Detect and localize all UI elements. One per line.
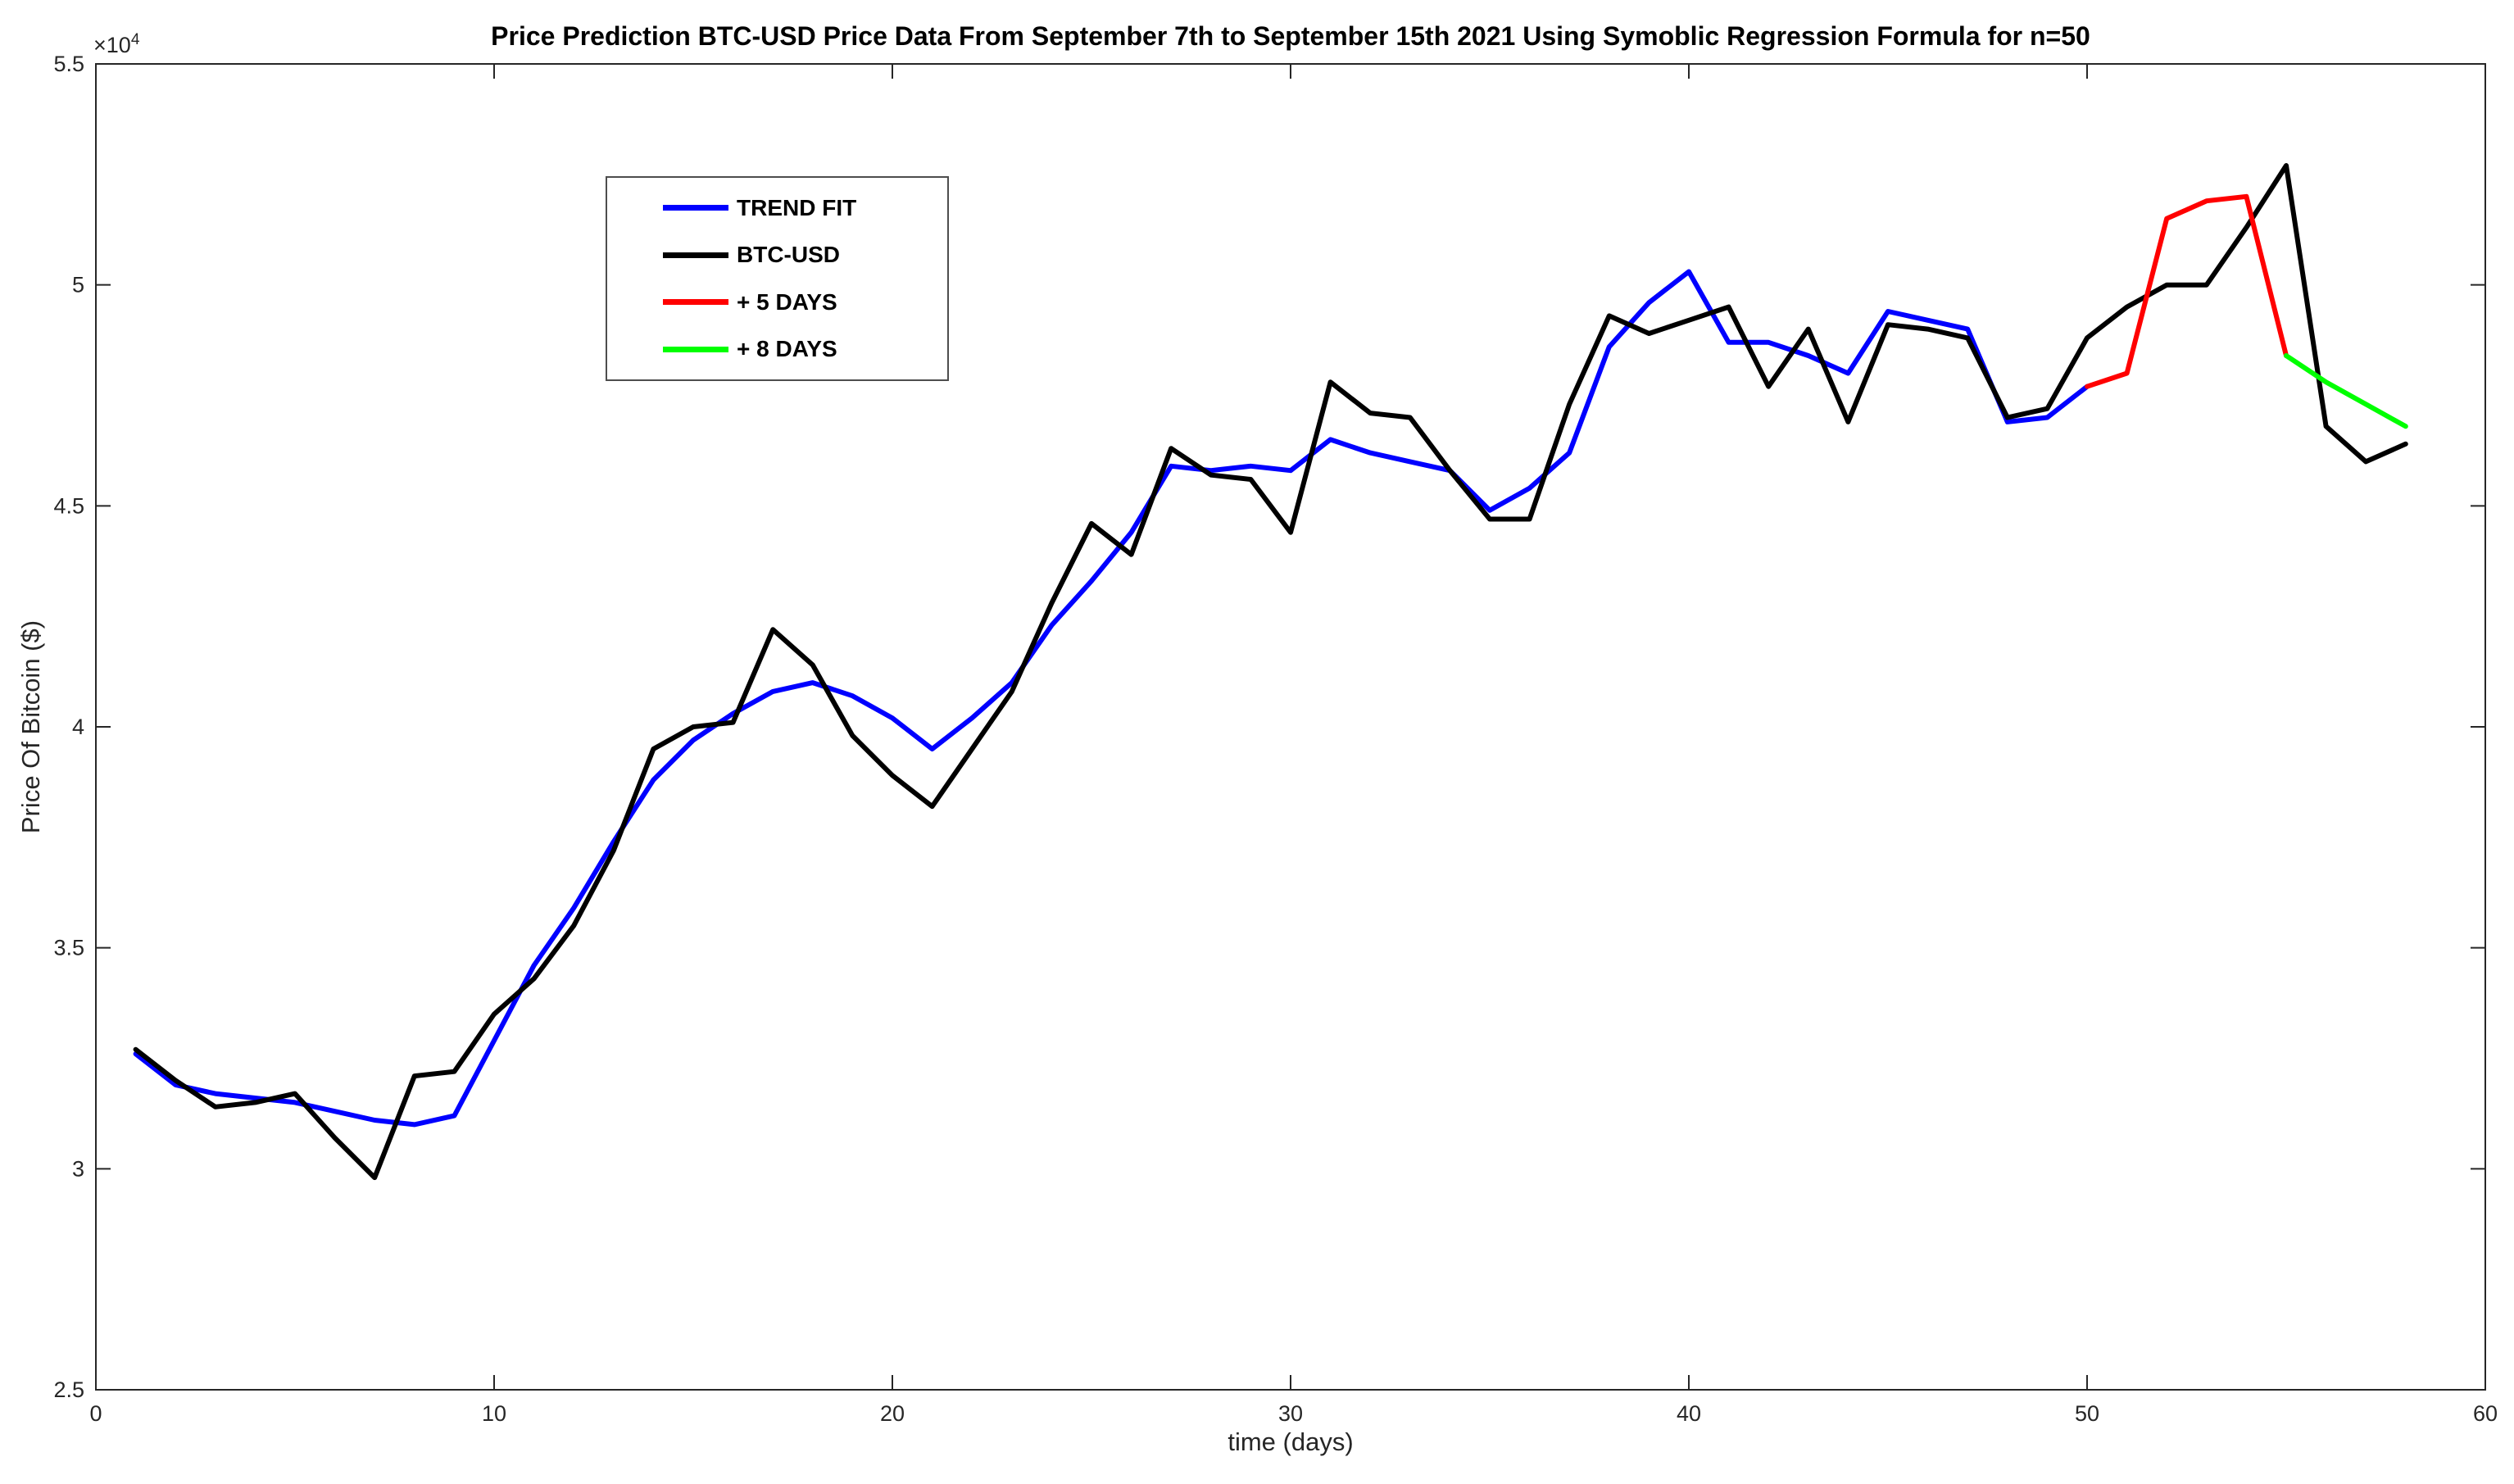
y-tick-label: 5.5 xyxy=(53,52,84,76)
legend-line-swatch xyxy=(663,346,728,352)
x-tick-label: 0 xyxy=(89,1401,102,1426)
x-tick-label: 10 xyxy=(482,1401,506,1426)
x-tick-label: 50 xyxy=(2075,1401,2099,1426)
chart-title: Price Prediction BTC-USD Price Data From… xyxy=(491,21,2090,51)
series-line-5-days xyxy=(2085,193,2289,389)
series-line-8-days xyxy=(2284,353,2408,429)
legend-item: BTC-USD xyxy=(607,232,947,278)
x-tick-label: 30 xyxy=(1278,1401,1303,1426)
legend-line-swatch xyxy=(663,205,728,211)
x-tick-label: 60 xyxy=(2473,1401,2498,1426)
series-line-trend-fit xyxy=(133,269,2090,1128)
exponent-power: 4 xyxy=(130,31,140,48)
y-tick-label: 2.5 xyxy=(53,1377,84,1402)
legend: TREND FIT BTC-USD + 5 DAYS + 8 DAYS xyxy=(606,176,949,381)
y-tick-label: 5 xyxy=(72,273,84,297)
y-axis-label: Price Of Bitcoin ($) xyxy=(16,619,45,834)
y-tick-label: 4 xyxy=(72,715,84,739)
y-axis-exponent-label: ×104 xyxy=(93,31,139,58)
legend-line-swatch xyxy=(663,252,728,258)
legend-label: TREND FIT xyxy=(737,194,857,220)
x-tick-label: 20 xyxy=(880,1401,905,1426)
legend-label: BTC-USD xyxy=(737,242,840,268)
series-line-btc-usd xyxy=(133,163,2408,1181)
legend-item: + 8 DAYS xyxy=(607,326,947,372)
y-tick-label: 3.5 xyxy=(53,936,84,960)
legend-label: + 8 DAYS xyxy=(737,336,837,362)
x-tick-label: 40 xyxy=(1677,1401,1701,1426)
axes-box xyxy=(95,63,2486,1391)
y-tick-label: 4.5 xyxy=(53,493,84,518)
y-tick-label: 3 xyxy=(72,1156,84,1181)
x-axis-label: time (days) xyxy=(1228,1427,1354,1456)
exponent-base: ×10 xyxy=(93,33,131,57)
legend-line-swatch xyxy=(663,299,728,306)
legend-item: + 5 DAYS xyxy=(607,279,947,325)
legend-label: + 5 DAYS xyxy=(737,288,837,315)
legend-item: TREND FIT xyxy=(607,185,947,231)
